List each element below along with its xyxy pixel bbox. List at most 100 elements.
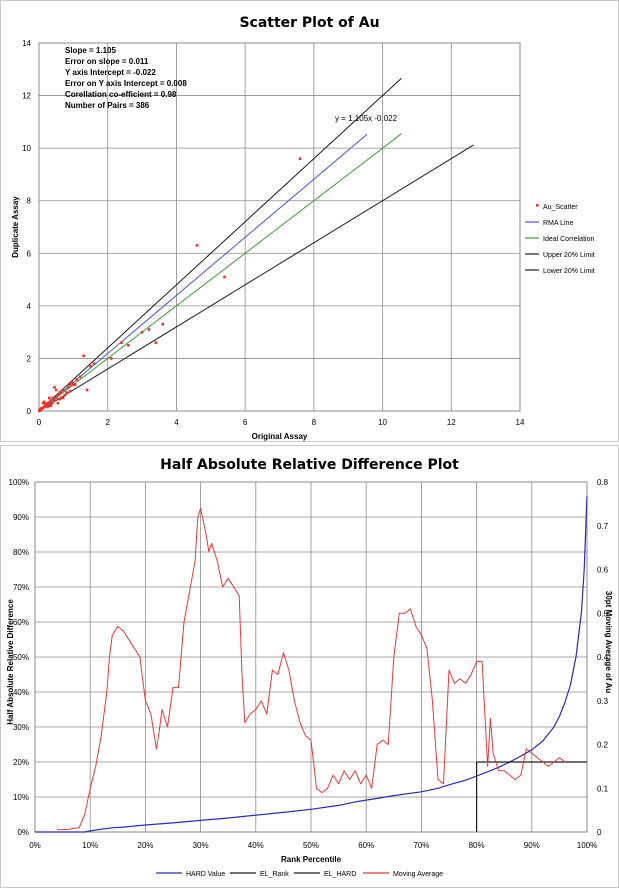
scatter-chart-svg: 0 2 4 6 8 10 12 14 0 2 4 6 8 10 12 14 Original Assay Dupl…	[11, 39, 595, 441]
scatter-point	[78, 375, 82, 379]
stats-line: Corellation co-efficient = 0.98	[65, 90, 177, 99]
chart-title: Half Absolute Relative Difference Plot	[160, 457, 459, 473]
y-axis-label: Half Absolute Relative Difference	[6, 599, 15, 725]
x-tick-label: 4	[174, 418, 179, 427]
scatter-point	[60, 396, 63, 400]
stats-line: Error on Y axis Intercept = 0.008	[65, 79, 187, 88]
legend-label: Lower 20% Limit	[543, 268, 595, 275]
scatter-point	[53, 399, 56, 402]
x-tick-label: 20%	[137, 841, 153, 850]
x-tick-label: 10%	[82, 841, 98, 850]
series-line-rma-line	[38, 133, 368, 412]
scatter-point	[72, 383, 75, 387]
y-tick-label: 2	[27, 354, 32, 363]
y2-tick-label: 0.6	[597, 566, 609, 575]
y-tick-label: 20%	[13, 758, 29, 767]
scatter-point	[53, 386, 56, 389]
scatter-point	[45, 403, 48, 406]
series-line-hard-value	[35, 495, 588, 833]
y-tick-label: 100%	[9, 478, 29, 487]
x-tick-label: 40%	[248, 841, 264, 850]
y-tick-label: 30%	[13, 723, 29, 732]
x-axis-label: Rank Percentile	[281, 855, 342, 864]
scatter-point	[58, 391, 61, 394]
y2-tick-label: 0.8	[597, 478, 609, 487]
scatter-point	[51, 396, 55, 400]
y-tick-label: 6	[27, 249, 32, 258]
scatter-point	[54, 396, 58, 400]
scatter-point	[85, 388, 89, 392]
legend-label: EL_Rank	[260, 871, 289, 878]
y2-tick-label: 0.4	[597, 653, 609, 662]
x-tick-label: 2	[105, 418, 110, 427]
stats-line: Error on slope = 0.011	[65, 57, 149, 66]
y2-tick-label: 0.3	[597, 697, 609, 706]
y-tick-label: 0%	[17, 828, 29, 837]
scatter-point	[46, 401, 49, 405]
scatter-point	[42, 400, 46, 404]
scatter-point	[49, 404, 53, 408]
scatter-point	[54, 388, 58, 392]
scatter-point	[56, 393, 60, 397]
scatter-point	[120, 341, 123, 344]
scatter-point	[46, 405, 49, 409]
scatter-point	[147, 328, 151, 331]
x-tick-label: 90%	[524, 841, 540, 850]
x-tick-label: 0%	[29, 841, 41, 850]
x-tick-label: 0	[37, 418, 42, 427]
hard-chart-svg: 0% 10% 20% 30% 40% 50% 60% 70% 80% 90% 100% 0% 10% 20…	[6, 478, 613, 878]
scatter-point	[48, 396, 51, 400]
scatter-point	[50, 401, 54, 405]
x-tick-label: 80%	[469, 841, 485, 850]
legend-label: EL_HARD	[324, 871, 356, 878]
y2-tick-label: 0.2	[597, 741, 609, 750]
y-tick-label: 40%	[13, 688, 29, 697]
series-line-ideal-correlation	[38, 133, 402, 412]
y-tick-label: 12	[22, 92, 31, 101]
scatter-point	[75, 378, 79, 381]
stats-line: Y axis Intercept = -0.022	[65, 68, 156, 77]
scatter-point	[195, 244, 199, 247]
y2-tick-label: 0.1	[597, 784, 609, 793]
x-tick-label: 50%	[303, 841, 319, 850]
scatter-point	[298, 157, 302, 160]
scatter-point	[70, 380, 73, 384]
y-tick-label: 14	[22, 39, 31, 48]
scatter-point	[65, 391, 68, 394]
x-tick-label: 100%	[577, 841, 597, 850]
scatter-point	[61, 388, 65, 392]
scatter-point	[48, 400, 52, 404]
x-tick-label: 6	[243, 418, 248, 427]
scatter-point	[66, 386, 70, 389]
scatter-point	[43, 403, 47, 406]
scatter-point	[38, 409, 41, 413]
y2-tick-label: 0.7	[597, 522, 609, 531]
series-line-lower-20-limit	[38, 144, 474, 412]
scatter-point	[68, 389, 72, 393]
scatter-chart-panel: Scatter Plot of Au 0 2 4 6 8 10 12 14 0 2 4 6 8 10 12 1…	[0, 0, 619, 442]
x-tick-label: 30%	[193, 841, 209, 850]
trendline-equation: y = 1.105x -0.022	[335, 114, 398, 123]
y2-tick-label: 0.5	[597, 609, 609, 618]
scatter-point	[42, 405, 46, 409]
y-tick-label: 4	[27, 302, 32, 311]
x-tick-label: 10	[378, 418, 387, 427]
scatter-point	[140, 330, 144, 334]
legend-label: Ideal Correlation	[543, 236, 594, 243]
legend-label: Moving Average	[393, 871, 443, 878]
legend-label: Upper 20% Limit	[543, 252, 595, 259]
y-tick-label: 70%	[13, 583, 29, 592]
scatter-point	[92, 362, 96, 365]
series-line-upper-20-limit	[38, 77, 402, 412]
scatter-point	[82, 354, 85, 358]
legend-label: HARD Value	[186, 871, 225, 878]
x-tick-label: 14	[516, 418, 525, 427]
scatter-point	[48, 404, 51, 408]
scatter-point	[154, 341, 158, 344]
scatter-point	[63, 393, 67, 397]
scatter-point	[68, 383, 72, 387]
y-tick-label: 10	[22, 144, 31, 153]
scatter-point	[161, 322, 164, 326]
scatter-point	[61, 396, 65, 400]
x-tick-label: 12	[447, 418, 456, 427]
